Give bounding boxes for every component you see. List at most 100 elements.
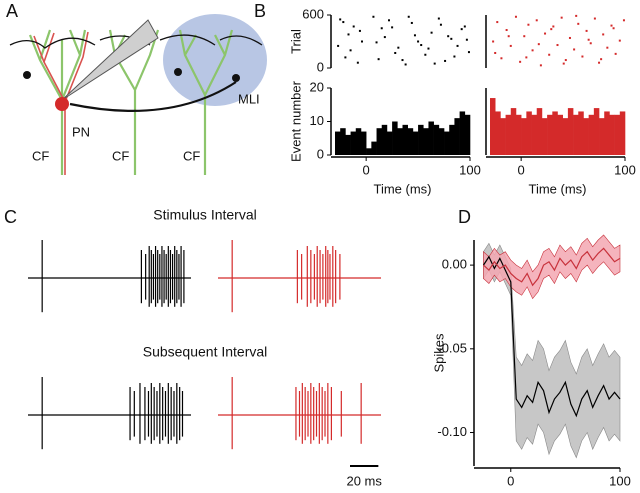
spike-dot xyxy=(577,22,580,25)
spike-dot xyxy=(375,41,378,44)
spike-dot xyxy=(404,63,407,66)
mean-line xyxy=(482,255,621,418)
spike-dot xyxy=(437,17,440,20)
spike-dot xyxy=(581,55,584,58)
spike-dot xyxy=(352,25,355,28)
spike-dot xyxy=(388,19,390,22)
spike-dot xyxy=(344,56,347,59)
histogram-bar xyxy=(495,111,501,155)
histogram-bar xyxy=(490,98,496,155)
spike-dot xyxy=(430,31,433,34)
histogram-bar xyxy=(386,131,393,155)
spike-dot xyxy=(562,62,565,65)
spike-dot xyxy=(496,21,499,24)
histogram-bar xyxy=(449,124,455,155)
histogram-bar xyxy=(557,114,563,155)
spike-dot xyxy=(394,51,397,54)
interneuron xyxy=(23,71,31,79)
spike-dot xyxy=(413,34,416,37)
spike-dot xyxy=(612,27,615,30)
spike-dot xyxy=(606,46,609,49)
spike-dot xyxy=(424,53,427,56)
spike-dot xyxy=(380,27,383,30)
spike-dot xyxy=(525,56,528,59)
histogram-bar xyxy=(583,118,589,155)
spike-dot xyxy=(372,15,375,18)
mli-field xyxy=(163,14,267,106)
spike-dot xyxy=(505,29,508,32)
histogram-bar xyxy=(526,111,532,155)
diagram-label: CF xyxy=(183,148,200,163)
spike-dot xyxy=(556,44,559,47)
spike-dot xyxy=(342,21,345,24)
histogram-bar xyxy=(619,111,626,155)
y-tick-label: -0.10 xyxy=(437,424,467,439)
spike-dot xyxy=(447,35,450,38)
spike-dot xyxy=(358,29,361,32)
histogram-bar xyxy=(360,131,367,155)
y-tick-label: 10 xyxy=(310,113,324,128)
spike-dot xyxy=(531,49,534,52)
spike-dot xyxy=(618,39,621,42)
parallel-fibers xyxy=(9,34,263,49)
histogram-bar xyxy=(515,114,522,155)
histogram-bar xyxy=(454,118,460,155)
histogram-bar xyxy=(433,124,440,155)
spike-dot xyxy=(500,57,503,60)
x-tick-label: 0 xyxy=(363,162,370,177)
spike-dot xyxy=(527,23,530,26)
y-tick-label: -0.05 xyxy=(437,340,467,355)
histogram-bar xyxy=(392,121,398,155)
histogram-bar xyxy=(335,131,341,155)
x-tick-label: 0 xyxy=(507,473,514,488)
spike-dot xyxy=(356,61,359,64)
spike-dot xyxy=(456,44,459,47)
spike-dot xyxy=(337,44,340,47)
panel-letter: D xyxy=(458,207,471,227)
spike-dot xyxy=(622,19,625,22)
y-axis-label: Event number xyxy=(288,80,303,162)
spike-dot xyxy=(444,59,447,62)
circuit-diagram: PN CF CF CF MLI xyxy=(9,14,267,175)
spike-dot xyxy=(550,28,553,31)
histogram-bar xyxy=(355,128,362,155)
spike-dot xyxy=(397,46,400,49)
histogram-bar xyxy=(500,118,506,155)
histogram-bar xyxy=(547,114,553,155)
histogram-bar xyxy=(609,114,615,155)
histogram-bar xyxy=(371,141,377,155)
histogram-bar xyxy=(552,111,558,155)
trace-title: Stimulus Interval xyxy=(153,207,256,223)
spike-dot xyxy=(467,51,470,54)
histogram-bar xyxy=(345,134,351,155)
histogram-bar xyxy=(366,148,372,155)
spike-dot xyxy=(602,33,605,36)
histogram-bar xyxy=(599,118,605,155)
histogram-bar xyxy=(593,108,600,155)
spike-dot xyxy=(593,17,596,20)
spike-dot xyxy=(587,38,590,41)
histogram-bar xyxy=(541,118,548,155)
spike-dot xyxy=(600,58,603,61)
histogram-bar xyxy=(588,114,595,155)
histogram-bar xyxy=(438,128,445,155)
spike-dot xyxy=(439,23,442,26)
spike-dot xyxy=(598,61,601,64)
histogram-bar xyxy=(521,118,527,155)
diagram-label: CF xyxy=(32,148,49,163)
y-tick-label: 20 xyxy=(310,79,324,94)
x-tick-label: 100 xyxy=(614,162,636,177)
histogram-bar xyxy=(505,114,512,155)
histogram-bar xyxy=(573,114,579,155)
spike-dot xyxy=(460,28,463,31)
spike-dot xyxy=(614,52,617,55)
spike-dot xyxy=(509,44,512,47)
spike-dot xyxy=(494,51,497,54)
histogram-bar xyxy=(428,121,434,155)
interneuron xyxy=(174,68,182,76)
diagram-label: CF xyxy=(112,148,129,163)
histogram-bar xyxy=(604,111,610,155)
spike-dot xyxy=(507,35,510,38)
spike-dot xyxy=(585,29,588,32)
histogram-bar xyxy=(376,128,383,155)
